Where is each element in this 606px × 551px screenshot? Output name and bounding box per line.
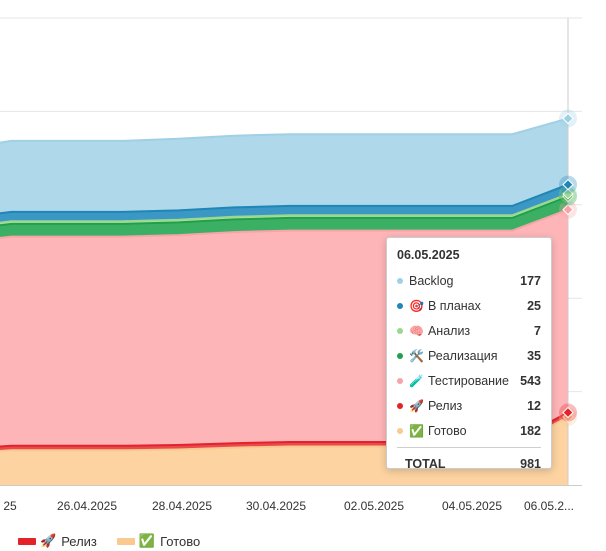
tooltip-dot bbox=[397, 277, 403, 284]
x-tick-label-5: 04.05.2025 bbox=[442, 499, 502, 513]
legend-item-1[interactable]: ✅ Готово bbox=[116, 533, 201, 549]
tooltip-series-value: 543 bbox=[520, 373, 541, 388]
tooltip-series-name: В планах bbox=[427, 298, 481, 313]
tooltip-emoji-icon: 🎯 bbox=[409, 298, 424, 313]
area-series-5[interactable] bbox=[0, 184, 568, 230]
legend-swatch bbox=[116, 537, 135, 545]
tooltip-row-4: 🧪 Тестирование 543 bbox=[397, 368, 541, 393]
x-tick-label-1: 26.04.2025 bbox=[57, 499, 117, 513]
tooltip-dot bbox=[397, 427, 403, 434]
area-series-6[interactable] bbox=[0, 118, 568, 221]
tooltip-emoji-icon: 🛠️ bbox=[409, 348, 424, 363]
tooltip-row-6: ✅ Готово 182 bbox=[397, 418, 541, 443]
x-tick-label-3: 30.04.2025 bbox=[246, 499, 306, 513]
legend-item-0[interactable]: 🚀 Релиз bbox=[18, 533, 97, 549]
hover-markers bbox=[559, 109, 577, 427]
line-series-5 bbox=[0, 183, 569, 215]
marker-series-2 bbox=[559, 200, 577, 219]
tooltip-series-value: 12 bbox=[527, 398, 541, 413]
tooltip-emoji-icon: 🧠 bbox=[409, 323, 424, 338]
tooltip-series-name: Анализ bbox=[427, 323, 471, 338]
tooltip-series-name: Релиз bbox=[427, 398, 463, 413]
legend-label: Релиз bbox=[61, 533, 97, 549]
tooltip-series-name: Готово bbox=[427, 423, 467, 438]
x-tick-label-2: 28.04.2025 bbox=[152, 499, 212, 513]
marker-series-1 bbox=[559, 403, 577, 422]
x-tick-label-6: 06.05.2... bbox=[524, 499, 574, 513]
line-series-4 bbox=[0, 193, 569, 224]
tooltip-date: 06.05.2025 bbox=[397, 248, 460, 262]
area-series-3[interactable] bbox=[0, 196, 568, 245]
tooltip-emoji-icon: 🧪 bbox=[409, 373, 424, 388]
tooltip-emoji-icon: ✅ bbox=[409, 423, 424, 438]
x-tick-label-0: 25 bbox=[3, 499, 17, 513]
tooltip-row-0: Backlog 177 bbox=[397, 268, 541, 293]
tooltip-series-name: Backlog bbox=[409, 273, 454, 288]
tooltip-series-name: Реализация bbox=[427, 348, 498, 363]
line-series-3 bbox=[0, 195, 569, 227]
tooltip-emoji-icon: 🚀 bbox=[409, 398, 424, 413]
tooltip-series-value: 25 bbox=[527, 298, 541, 313]
legend-swatch bbox=[18, 537, 36, 545]
tooltip-dot bbox=[397, 377, 403, 384]
tooltip-row-1: 🎯 В планах 25 bbox=[397, 293, 541, 318]
x-tick-label-4: 02.05.2025 bbox=[344, 499, 404, 513]
tooltip-row-2: 🧠 Анализ 7 bbox=[397, 318, 541, 343]
legend: 🚀 Релиз ✅ Готово bbox=[18, 531, 220, 551]
tooltip-series-value: 35 bbox=[527, 348, 541, 363]
tooltip-series-value: 177 bbox=[520, 273, 541, 288]
tooltip-dot bbox=[397, 327, 403, 334]
line-series-2 bbox=[0, 208, 569, 239]
legend-emoji-icon: 🚀 bbox=[40, 533, 57, 548]
marker-series-6 bbox=[559, 109, 577, 128]
tooltip-dot bbox=[397, 402, 403, 409]
tooltip-series-name: Тестирование bbox=[427, 373, 509, 388]
area-series-1[interactable] bbox=[0, 412, 568, 455]
tooltip-series-value: 7 bbox=[534, 323, 541, 338]
tooltip-dot bbox=[397, 302, 403, 309]
x-axis: 25 26.04.2025 28.04.2025 30.04.2025 02.05.20… bbox=[0, 485, 582, 513]
line-series-6 bbox=[0, 117, 569, 144]
tooltip-total-label: TOTAL bbox=[405, 457, 446, 471]
tooltip-dot bbox=[397, 352, 403, 359]
tooltip-rows: Backlog 177 🎯 В планах 25 🧠 Анализ 7 🛠️ Реализаци… bbox=[397, 268, 541, 443]
tooltip: 06.05.2025 Backlog 177 🎯 В планах 25 🧠 Анализ 7… bbox=[386, 237, 552, 471]
marker-series-4 bbox=[559, 184, 577, 203]
tooltip-row-3: 🛠️ Реализация 35 bbox=[397, 343, 541, 368]
tooltip-total: TOTAL 981 bbox=[397, 454, 541, 474]
tooltip-row-5: 🚀 Релиз 12 bbox=[397, 393, 541, 418]
tooltip-separator bbox=[397, 447, 541, 448]
tooltip-total-value: 981 bbox=[520, 457, 541, 471]
legend-emoji-icon: ✅ bbox=[138, 533, 156, 548]
tooltip-series-value: 182 bbox=[520, 423, 541, 438]
marker-series-5 bbox=[559, 175, 577, 194]
legend-label: Готово bbox=[160, 533, 201, 549]
